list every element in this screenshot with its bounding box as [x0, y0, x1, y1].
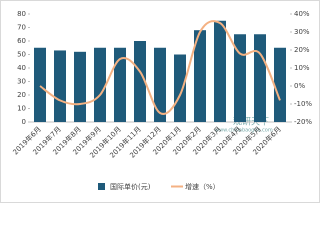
bar [94, 47, 106, 122]
watermark-url: www.chinabaogao.com [215, 128, 273, 134]
y-tick-label: 80 [17, 10, 26, 18]
y-tick-label: 20 [17, 91, 26, 99]
legend-swatch [98, 183, 105, 190]
legend-label: 国际单价(元) [110, 182, 151, 191]
y2-tick-label: 0% [294, 82, 305, 90]
bar [234, 34, 246, 122]
bar [214, 20, 226, 122]
y2-tick-label: 40% [294, 10, 310, 18]
y-tick-label: 0 [22, 118, 26, 126]
y-tick-label: 40 [17, 64, 26, 72]
y-tick-label: 70 [17, 24, 26, 32]
chart: 观研天下 www.chinabaogao.com 010203040506070… [0, 0, 320, 203]
bar [114, 47, 126, 122]
y-tick-label: 10 [17, 105, 26, 113]
line [39, 20, 281, 115]
legend-label: 增速（%） [185, 182, 220, 191]
y-tick-label: 30 [17, 78, 26, 86]
bar [74, 51, 86, 122]
bar [134, 41, 146, 122]
y2-tick-label: -10% [294, 100, 312, 108]
y-tick-label: 50 [17, 51, 26, 59]
bar [54, 50, 66, 123]
bar [174, 54, 186, 122]
y2-tick-label: -20% [294, 118, 312, 126]
bar [154, 47, 166, 122]
bar [274, 47, 286, 122]
bar [194, 30, 206, 123]
y2-tick-label: 30% [294, 28, 310, 36]
y-tick-label: 60 [17, 37, 26, 45]
y2-tick-label: 20% [294, 46, 310, 54]
bar [34, 47, 46, 122]
y2-tick-label: 10% [294, 64, 310, 72]
bar [254, 34, 266, 122]
